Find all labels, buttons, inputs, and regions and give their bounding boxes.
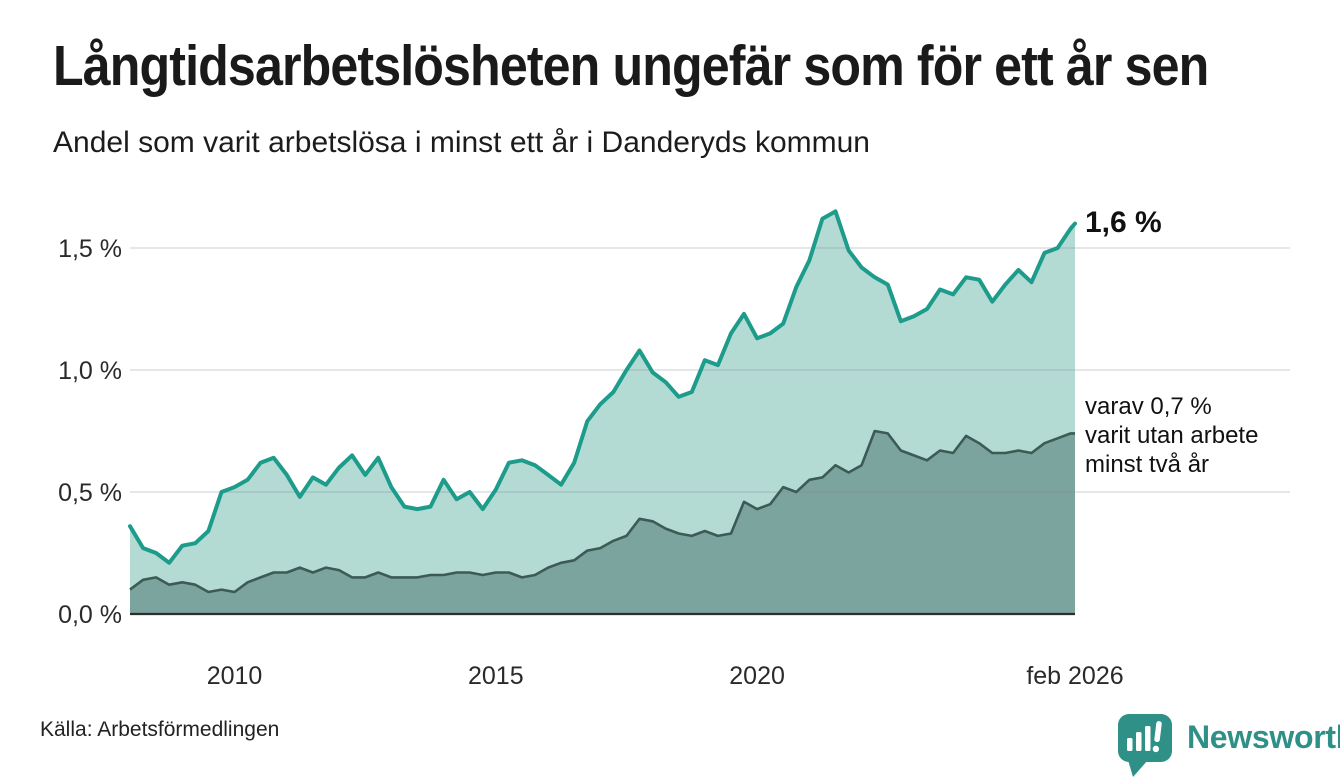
y-tick-label-0,0 %: 0,0 % (58, 601, 122, 629)
newsworthy-wordmark: Newsworthy (1187, 719, 1340, 755)
secondary-value-line3: minst två år (1085, 451, 1210, 478)
source-note: Källa: Arbetsförmedlingen (40, 718, 280, 741)
secondary-value-line1: varav 0,7 % (1085, 393, 1212, 420)
y-tick-label-1,5 %: 1,5 % (58, 235, 122, 263)
line-min-two-years (129, 429, 1075, 594)
page-title-text: Långtidsarbetslösheten ungefär som för e… (53, 34, 1209, 98)
exclamation-mark (1152, 721, 1162, 753)
area-fill-min-two-years (130, 431, 1075, 614)
latest-value-label: 1,6 % (1085, 206, 1162, 239)
secondary-value-line2: varit utan arbete (1085, 422, 1259, 449)
secondary-value-label: varav 0,7 % varit utan arbete minst två … (1085, 392, 1258, 479)
page-title: Långtidsarbetslösheten ungefär som för e… (53, 33, 1340, 99)
x-tick-label-2020: 2020 (729, 662, 785, 690)
x-tick-label-2010: 2010 (207, 662, 263, 690)
x-tick-label-feb 2026: feb 2026 (1026, 662, 1123, 690)
newsworthy-speech-bubble-chart-icon (1118, 714, 1172, 777)
y-tick-label-0,5 %: 0,5 % (58, 479, 122, 507)
y-tick-label-1,0 %: 1,0 % (58, 357, 122, 385)
line-min-one-year (128, 209, 1077, 565)
chart-subtitle: Andel som varit arbetslösa i minst ett å… (53, 126, 870, 159)
x-tick-label-2015: 2015 (468, 662, 524, 690)
